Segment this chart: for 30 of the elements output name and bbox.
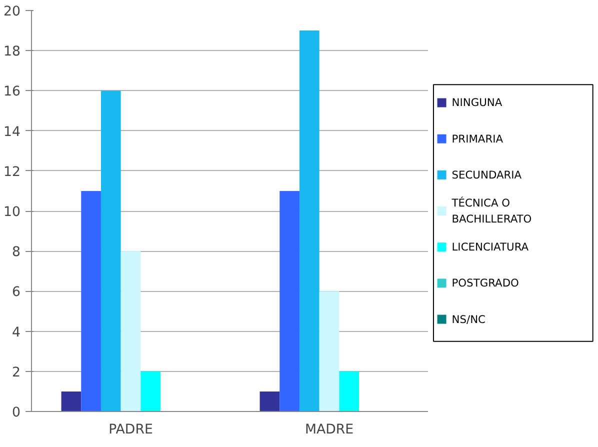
- bar: [61, 391, 82, 412]
- x-tick-label: PADRE: [108, 422, 153, 438]
- legend-label: NS/NC: [452, 312, 486, 326]
- y-tick-label: 10: [4, 205, 21, 220]
- y-tick-label: 0: [12, 406, 21, 420]
- y-tick-label: 8: [12, 245, 21, 260]
- bar: [280, 190, 300, 412]
- y-tick-label: 14: [4, 124, 21, 140]
- legend-label: TÉCNICA O BACHILLERATO: [450, 196, 532, 226]
- bar: [81, 190, 101, 412]
- bar: [319, 291, 340, 412]
- y-tick-label: 20: [4, 4, 21, 20]
- legend-label: PRIMARIA: [452, 132, 504, 146]
- y-tick-label: 12: [4, 164, 21, 180]
- bar: [120, 251, 141, 412]
- bar: [140, 371, 161, 412]
- bar: [100, 90, 121, 412]
- y-tick-label: 16: [4, 84, 21, 100]
- bar: [299, 30, 320, 412]
- y-tick-label: 6: [12, 285, 21, 300]
- bar: [260, 391, 280, 412]
- legend-label: SECUNDARIA: [452, 168, 522, 182]
- y-tick-label: 4: [12, 325, 21, 340]
- bar: [339, 371, 360, 412]
- y-tick-label: 18: [4, 44, 21, 60]
- legend-label: LICENCIATURA: [452, 240, 530, 254]
- legend-label: NINGUNA: [452, 96, 503, 110]
- x-tick-label: MADRE: [304, 422, 354, 438]
- legend-label: POSTGRADO: [452, 276, 519, 290]
- y-tick-label: 2: [12, 365, 21, 380]
